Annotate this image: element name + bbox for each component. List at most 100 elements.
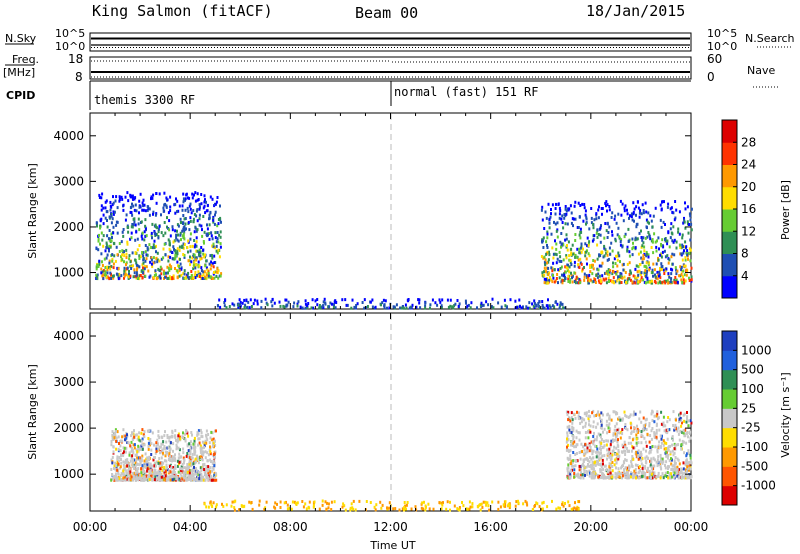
velocity-cell <box>200 431 203 435</box>
power-cell <box>199 272 202 276</box>
power-cell <box>134 258 137 262</box>
power-cell <box>118 242 121 245</box>
velocity-cell <box>132 443 135 447</box>
power-cell <box>644 275 647 278</box>
power-cell <box>146 205 149 209</box>
velocity-cell <box>296 501 299 505</box>
velocity-cell <box>210 438 213 442</box>
power-cell <box>678 274 681 278</box>
velocity-cell <box>214 476 217 479</box>
velocity-cell <box>168 450 171 453</box>
velocity-cell <box>146 463 149 467</box>
velocity-cell <box>135 467 138 471</box>
power-cell <box>411 303 414 307</box>
velocity-cell <box>657 471 660 475</box>
power-cell <box>605 200 608 204</box>
velocity-cell <box>169 465 171 468</box>
velocity-cell <box>639 465 641 469</box>
power-cell <box>588 254 591 258</box>
velocity-cell <box>193 461 196 465</box>
power-cell <box>176 247 179 251</box>
velocity-cell <box>178 452 181 456</box>
power-cell <box>595 212 598 216</box>
velocity-cell <box>580 442 583 446</box>
velocity-cell <box>588 414 590 418</box>
velocity-cell <box>197 457 200 461</box>
velocity-cell <box>672 474 675 478</box>
power-cell <box>588 273 591 277</box>
velocity-cell <box>616 474 619 478</box>
colorbar-swatch <box>722 186 737 210</box>
velocity-cell <box>651 409 654 413</box>
velocity-cell <box>201 467 204 471</box>
velocity-cell <box>349 506 352 510</box>
velocity-cell <box>661 472 664 476</box>
power-cell <box>198 203 201 207</box>
power-cell <box>197 271 200 275</box>
power-cell <box>587 242 590 246</box>
velocity-cell <box>213 471 216 475</box>
velocity-cell <box>139 477 142 481</box>
velocity-cell <box>128 453 131 457</box>
power-cell <box>683 218 686 222</box>
power-cell <box>630 278 632 282</box>
velocity-cell <box>600 465 603 469</box>
velocity-cell <box>201 458 204 462</box>
power-cell <box>138 228 141 232</box>
velocity-cell <box>582 452 585 456</box>
power-cell <box>162 256 165 260</box>
velocity-cell <box>124 434 127 438</box>
velocity-cell <box>663 429 666 433</box>
power-cell <box>128 275 130 279</box>
power-cell <box>189 276 192 280</box>
power-cell <box>546 232 549 236</box>
power-cell <box>578 251 581 255</box>
velocity-cell <box>171 478 174 482</box>
velocity-cell <box>634 412 637 416</box>
power-cell <box>683 281 686 285</box>
velocity-cell <box>192 473 195 477</box>
velocity-cell <box>606 452 609 456</box>
power-cell <box>192 209 195 213</box>
velocity-cell <box>667 467 669 471</box>
power-cell <box>200 202 203 206</box>
velocity-cell <box>118 442 120 445</box>
velocity-cell <box>592 435 595 438</box>
velocity-cell <box>172 466 175 469</box>
power-cell <box>184 208 187 212</box>
velocity-cell <box>611 440 614 444</box>
power-cell <box>589 270 592 274</box>
power-cell <box>674 200 677 203</box>
velocity-cell <box>204 478 207 482</box>
y-tick-label: 1000 <box>53 266 84 280</box>
power-cell <box>180 238 182 242</box>
power-cell <box>106 219 108 222</box>
velocity-cell <box>134 464 137 468</box>
power-cell <box>213 254 216 258</box>
velocity-cell <box>139 473 142 477</box>
velocity-cell <box>607 424 610 428</box>
velocity-cell <box>676 474 679 478</box>
velocity-cell <box>605 443 608 447</box>
velocity-cell <box>648 472 651 476</box>
power-cell <box>600 224 602 228</box>
power-cell <box>193 260 196 264</box>
velocity-cell <box>147 469 150 473</box>
power-cell <box>605 271 608 275</box>
velocity-cell <box>595 450 598 454</box>
velocity-cell <box>161 442 164 446</box>
velocity-cell <box>685 441 688 445</box>
velocity-cell <box>640 474 643 478</box>
velocity-cell <box>660 467 663 471</box>
power-cell <box>194 256 197 260</box>
power-cell <box>591 272 594 276</box>
velocity-cell <box>221 502 223 506</box>
velocity-cell <box>624 427 627 430</box>
velocity-cell <box>655 431 658 435</box>
velocity-cell <box>608 471 611 475</box>
power-cell <box>151 236 153 240</box>
velocity-cell <box>405 507 407 511</box>
velocity-cell <box>570 440 573 444</box>
velocity-cell <box>166 436 169 440</box>
power-cell <box>606 209 608 213</box>
